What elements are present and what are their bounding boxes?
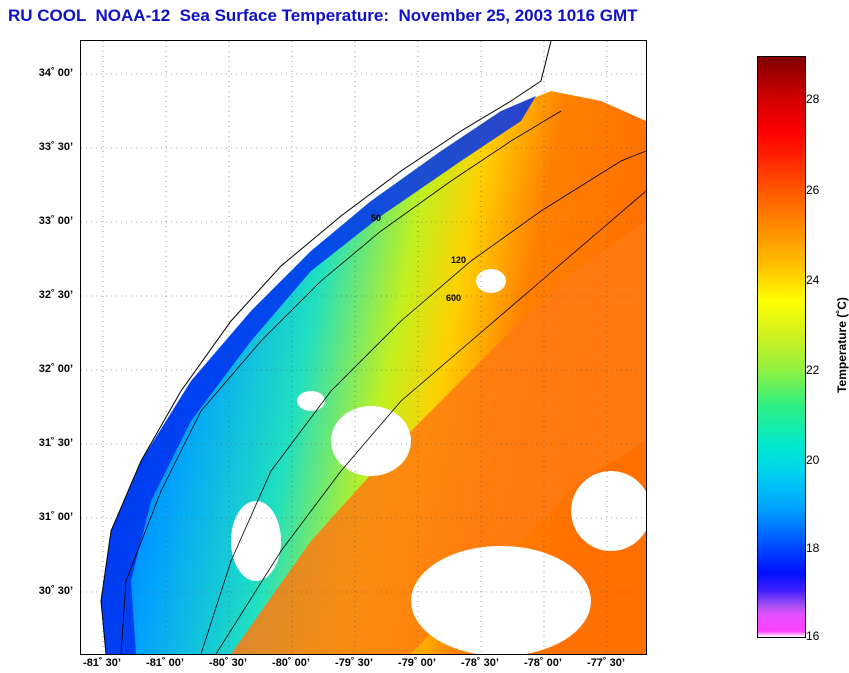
lon-label: -78˚ 30’ [461,657,499,669]
lat-label: 34˚ 00’ [38,67,73,79]
colorbar-tick: 16 [806,629,820,643]
lat-label: 32˚ 00’ [38,363,73,375]
colorbar-tick: 28 [806,92,820,106]
lon-label: -80˚ 30’ [209,657,247,669]
cloud-patch [476,269,506,293]
isobath-600 [215,190,646,654]
lon-label: -79˚ 00’ [398,657,436,669]
cloud-patch [297,391,325,411]
lon-label: -81˚ 00’ [146,657,184,669]
colorbar-tick: 18 [806,541,820,555]
contour-label-50: 50 [371,213,381,223]
lat-label: 31˚ 00’ [38,511,73,523]
lon-label: -78˚ 00’ [524,657,562,669]
colorbar-tick: 20 [806,453,820,467]
temperature-colorbar [757,56,806,638]
cloud-patch [331,406,411,476]
lat-label: 33˚ 30’ [38,141,73,153]
colorbar-tick: 22 [806,363,820,377]
map-title: RU COOL NOAA-12 Sea Surface Temperature:… [8,6,638,25]
sst-map-image: 50 120 600 [81,41,646,654]
colorbar-tick: 24 [806,273,820,287]
lat-label: 30˚ 30’ [38,585,73,597]
graticule [81,41,646,654]
contour-label-600: 600 [446,293,461,303]
gulf-stream-band [231,221,646,654]
lat-label: 32˚ 30’ [38,289,73,301]
cloud-patch [571,471,646,551]
contour-label-120: 120 [451,255,466,265]
lat-label: 33˚ 00’ [38,215,73,227]
cloud-patch [411,546,591,654]
lon-label: -80˚ 00’ [272,657,310,669]
sst-map: 50 120 600 [80,40,647,655]
coastline [100,41,552,654]
cloud-patch [231,501,281,581]
lon-label: -77˚ 30’ [587,657,625,669]
lon-label: -81˚ 30’ [83,657,121,669]
isobath-120 [200,150,646,654]
lon-label: -79˚ 30’ [335,657,373,669]
colorbar-label: Temperature (˚C) [835,297,849,393]
colorbar-tick: 26 [806,183,820,197]
land-area [81,41,551,654]
lat-label: 31˚ 30’ [38,437,73,449]
